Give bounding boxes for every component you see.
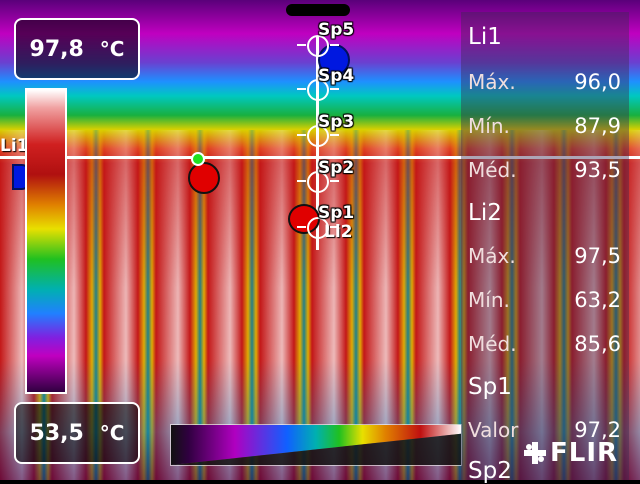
li1-max-value: 96,0	[574, 70, 621, 94]
flir-logo-text: FLIR	[550, 438, 619, 468]
li2-min-value: 63,2	[574, 288, 621, 312]
li2-title: Li2	[468, 200, 502, 226]
li1-avg-label: Méd.	[468, 158, 517, 182]
spot-meter-sp3[interactable]	[297, 125, 339, 147]
li1-label: Li1	[0, 136, 29, 156]
spot-meter-sp4[interactable]	[297, 79, 339, 101]
li1-min-value: 87,9	[574, 114, 621, 138]
sp4-label: Sp4	[318, 66, 355, 86]
sp2-label: Sp2	[318, 158, 355, 178]
camera-notch	[286, 4, 350, 16]
li1-title: Li1	[468, 24, 502, 50]
sp3-label: Sp3	[318, 112, 355, 132]
sp5-label: Sp5	[318, 20, 355, 40]
flir-logo: FLIR	[524, 438, 618, 468]
hot-spot-marker-li1	[188, 162, 220, 194]
scale-max-temperature[interactable]: 97,8 °C	[14, 18, 140, 80]
flir-logo-icon	[524, 442, 546, 464]
li1-max-label: Máx.	[468, 70, 516, 94]
spot-meter-sp2[interactable]	[297, 171, 339, 193]
li2-avg-value: 85,6	[574, 332, 621, 356]
scale-min-unit: °C	[99, 421, 125, 445]
temperature-scale-bar	[25, 88, 67, 394]
measurement-line-li1[interactable]	[0, 156, 640, 159]
sp1-title: Sp1	[468, 374, 512, 400]
li2-avg-label: Méd.	[468, 332, 517, 356]
reference-marker	[191, 152, 205, 166]
scale-min-value: 53,5	[29, 420, 84, 446]
spot-meter-sp5[interactable]	[297, 35, 339, 57]
scale-min-temperature[interactable]: 53,5 °C	[14, 402, 140, 464]
palette-histogram	[170, 424, 462, 466]
sp1-label: Sp1	[318, 203, 355, 223]
measurement-results-panel: Li1 Máx. 96,0 Mín. 87,9 Méd. 93,5 Li2 Má…	[461, 12, 629, 484]
li1-min-label: Mín.	[468, 114, 510, 138]
li1-avg-value: 93,5	[574, 158, 621, 182]
sp1-value-label: Valor	[468, 418, 519, 442]
sp1-value: 97,2	[574, 418, 621, 442]
li2-max-label: Máx.	[468, 244, 516, 268]
li2-max-value: 97,5	[574, 244, 621, 268]
li2-min-label: Mín.	[468, 288, 510, 312]
scale-max-unit: °C	[99, 37, 125, 61]
spot-meter-sp1[interactable]	[297, 217, 339, 239]
scale-max-value: 97,8	[29, 36, 84, 62]
